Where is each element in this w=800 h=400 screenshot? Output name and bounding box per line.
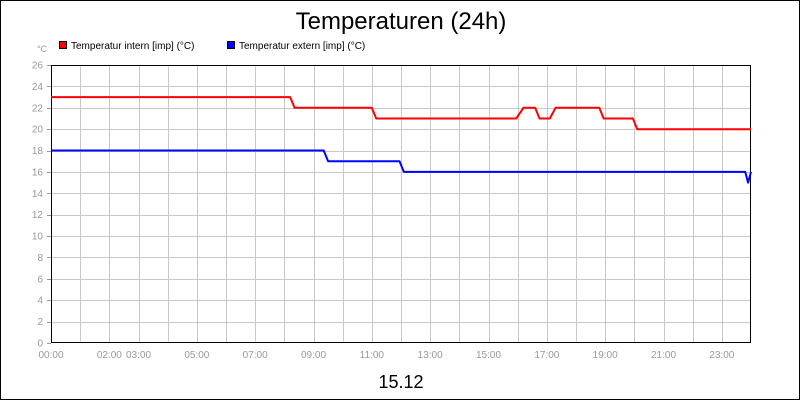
x-tick-label: 23:00 xyxy=(709,350,734,361)
y-tick-label: 12 xyxy=(32,210,44,221)
legend-label: Temperatur extern [imp] (°C) xyxy=(239,41,365,52)
x-tick-label: 17:00 xyxy=(534,350,559,361)
x-tick-label: 07:00 xyxy=(243,350,268,361)
x-axis: 00:00 02:00 03:00 05:00 07:00 09:00 11:00 13:00… xyxy=(38,350,734,361)
x-tick-label: 03:00 xyxy=(126,350,151,361)
x-tick-label: 15:00 xyxy=(476,350,501,361)
y-tick-label: 24 xyxy=(32,82,44,93)
y-tick-label: 0 xyxy=(37,339,43,350)
y-tick-label: 14 xyxy=(32,189,44,200)
legend-swatch xyxy=(59,41,67,49)
x-tick-label: 05:00 xyxy=(184,350,209,361)
legend-label: Temperatur intern [imp] (°C) xyxy=(71,41,194,52)
y-tick-label: 18 xyxy=(32,146,44,157)
series-line-extern xyxy=(51,149,752,184)
y-tick-label: 4 xyxy=(37,296,43,307)
y-tick-label: 2 xyxy=(37,317,43,328)
chart-grid xyxy=(51,65,751,343)
x-tick-label: 00:00 xyxy=(38,350,63,361)
x-tick-label: 13:00 xyxy=(418,350,443,361)
x-axis-date-label: 15.12 xyxy=(378,372,423,392)
y-tick-label: 10 xyxy=(32,232,44,243)
chart-legend: Temperatur intern [imp] (°C) Temperatur e… xyxy=(59,41,365,52)
y-tick-label: 6 xyxy=(37,274,43,285)
series-lines xyxy=(51,96,752,184)
y-tick-label: 26 xyxy=(32,61,44,72)
y-axis-unit-label: °C xyxy=(37,44,48,54)
legend-swatch xyxy=(227,41,235,49)
x-tick-label: 02:00 xyxy=(97,350,122,361)
y-tick-label: 16 xyxy=(32,167,44,178)
x-tick-label: 19:00 xyxy=(593,350,618,361)
y-tick-label: 22 xyxy=(32,103,44,114)
y-tick-label: 20 xyxy=(32,125,44,136)
chart-title: Temperaturen (24h) xyxy=(296,8,507,35)
x-tick-label: 21:00 xyxy=(651,350,676,361)
y-tick-label: 8 xyxy=(37,253,43,264)
plot-area-border xyxy=(51,65,751,343)
series-line-intern xyxy=(51,96,751,131)
x-tick-label: 11:00 xyxy=(360,350,385,361)
x-tick-label: 09:00 xyxy=(301,350,326,361)
